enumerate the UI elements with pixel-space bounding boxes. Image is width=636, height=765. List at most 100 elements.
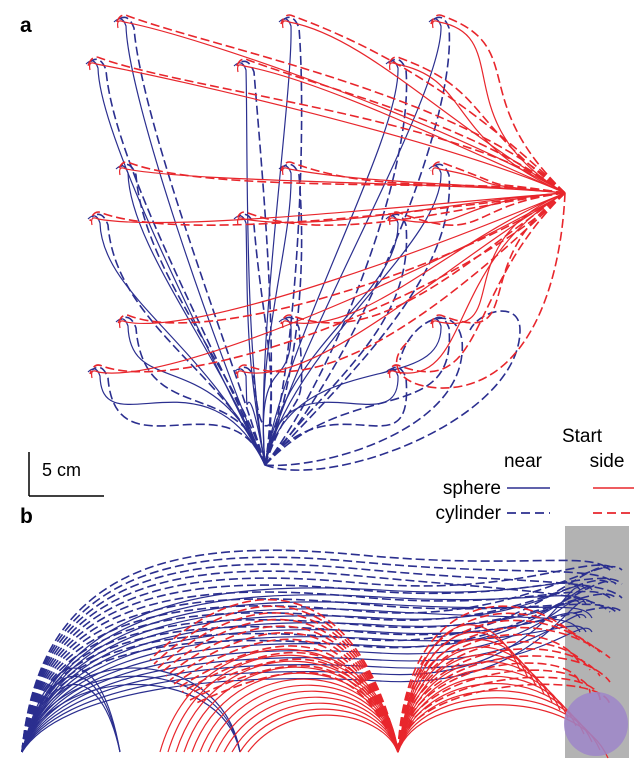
side-view-side-cylinder — [397, 626, 611, 753]
legend: Start near side sphere cylinder — [436, 426, 634, 524]
side-sphere-trajectory — [119, 192, 566, 329]
side-view-side-sphere — [247, 714, 399, 753]
panel-a-near-sphere-trajectories — [85, 18, 442, 466]
legend-header: Start — [562, 426, 603, 447]
panel-a-side-cylinder-trajectories — [87, 14, 566, 389]
side-view-near-cylinder — [21, 590, 611, 753]
side-cylinder-trajectory — [387, 192, 566, 226]
side-view-side-cylinder — [169, 632, 399, 753]
side-sphere-trajectory — [389, 192, 566, 379]
side-view-near-sphere — [21, 582, 581, 753]
side-view-near-sphere — [21, 601, 587, 753]
side-view-near-cylinder — [21, 549, 611, 753]
side-view-near-sphere — [21, 587, 581, 753]
side-view-side-cylinder — [397, 605, 581, 753]
near-cylinder-trajectory — [91, 366, 266, 466]
side-cylinder-trajectory — [87, 56, 566, 194]
side-view-side-sphere — [159, 648, 399, 753]
side-sphere-trajectory — [237, 192, 566, 226]
scale-bar: 5 cm — [28, 452, 104, 497]
side-view-side-cylinder — [397, 662, 581, 753]
side-view-near-cylinder — [21, 580, 617, 753]
panel-b-side-sphere-trajectories — [159, 624, 609, 759]
side-view-side-cylinder — [193, 671, 399, 753]
side-view-near-cylinder — [21, 565, 623, 753]
near-sphere-trajectory — [262, 165, 292, 466]
side-cylinder-trajectory — [235, 192, 566, 375]
side-view-side-cylinder — [397, 633, 581, 753]
side-sphere-trajectory — [237, 192, 566, 379]
target-object — [564, 692, 628, 756]
near-cylinder-trajectory — [264, 316, 303, 466]
side-view-near-sphere — [21, 627, 593, 753]
near-cylinder-trajectory — [264, 366, 408, 466]
side-cylinder-trajectory — [430, 14, 566, 194]
side-view-side-cylinder — [397, 640, 591, 753]
near-cylinder-trajectory — [117, 16, 266, 466]
side-sphere-trajectory — [91, 192, 566, 226]
side-view-near-sphere — [21, 675, 241, 753]
legend-col-side: side — [590, 451, 625, 472]
side-view-side-sphere — [223, 696, 399, 753]
side-view-side-cylinder — [165, 625, 399, 753]
side-view-side-sphere — [239, 708, 399, 753]
side-view-near-sphere — [21, 684, 241, 753]
near-sphere-trajectory — [262, 18, 292, 466]
side-cylinder-trajectory — [117, 161, 566, 194]
near-cylinder-loop — [264, 317, 463, 467]
near-sphere-trajectory — [87, 368, 266, 466]
side-view-side-cylinder — [177, 645, 399, 753]
side-view-side-cylinder — [185, 658, 399, 753]
side-view-side-cylinder — [173, 638, 399, 753]
side-view-side-cylinder — [189, 665, 399, 753]
side-sphere-trajectory — [237, 64, 566, 194]
near-sphere-trajectory — [264, 368, 399, 466]
near-sphere-trajectory — [115, 165, 266, 466]
panel-b-side-cylinder-trajectories — [149, 598, 611, 753]
side-view-side-cylinder — [397, 655, 611, 753]
near-cylinder-trajectory — [119, 163, 266, 466]
near-cylinder-trajectory — [264, 163, 451, 466]
side-cylinder-trajectory — [117, 192, 566, 325]
panel-b — [21, 526, 629, 759]
scale-bar-label: 5 cm — [42, 460, 81, 480]
near-cylinder-trajectory — [264, 58, 408, 466]
near-cylinder-trajectory — [119, 316, 266, 466]
panel-a-side-sphere-trajectories — [89, 20, 566, 379]
side-view-near-sphere — [21, 594, 587, 753]
side-view-near-sphere — [21, 675, 121, 753]
side-cylinder-trajectory — [387, 56, 566, 194]
near-cylinder-trajectory — [264, 16, 451, 466]
side-cylinder-trajectory — [235, 58, 566, 194]
side-view-side-sphere — [397, 690, 593, 753]
near-sphere-trajectory — [233, 368, 266, 466]
side-view-side-cylinder — [397, 669, 591, 753]
side-view-side-cylinder — [149, 598, 399, 753]
panel-a-label: a — [20, 14, 32, 37]
near-sphere-trajectory — [113, 18, 266, 466]
legend-row-sphere: sphere — [443, 478, 501, 499]
near-cylinder-trajectory — [264, 213, 408, 466]
side-view-side-sphere — [191, 672, 399, 753]
side-sphere-trajectory — [389, 192, 566, 226]
side-cylinder-trajectory — [89, 192, 566, 375]
side-cylinder-trajectory — [89, 192, 566, 226]
side-sphere-trajectory — [432, 192, 566, 329]
near-cylinder-trajectory — [264, 163, 303, 466]
side-sphere-trajectory — [119, 167, 566, 194]
panel-a-near-cylinder-trajectories — [89, 16, 521, 471]
legend-col-near: near — [504, 451, 543, 472]
near-cylinder-trajectory — [91, 213, 266, 466]
side-sphere-trajectory — [282, 192, 566, 329]
near-sphere-trajectory — [87, 215, 266, 466]
side-sphere-trajectory — [89, 62, 566, 194]
side-view-near-sphere — [21, 667, 121, 753]
side-cylinder-trajectory — [115, 14, 566, 194]
near-cylinder-trajectory — [237, 366, 273, 466]
side-cylinder-trajectory — [235, 192, 566, 226]
side-view-side-cylinder — [181, 651, 399, 753]
side-cylinder-loop — [395, 192, 566, 389]
near-sphere-trajectory — [264, 215, 399, 466]
near-sphere-trajectory — [264, 18, 442, 466]
